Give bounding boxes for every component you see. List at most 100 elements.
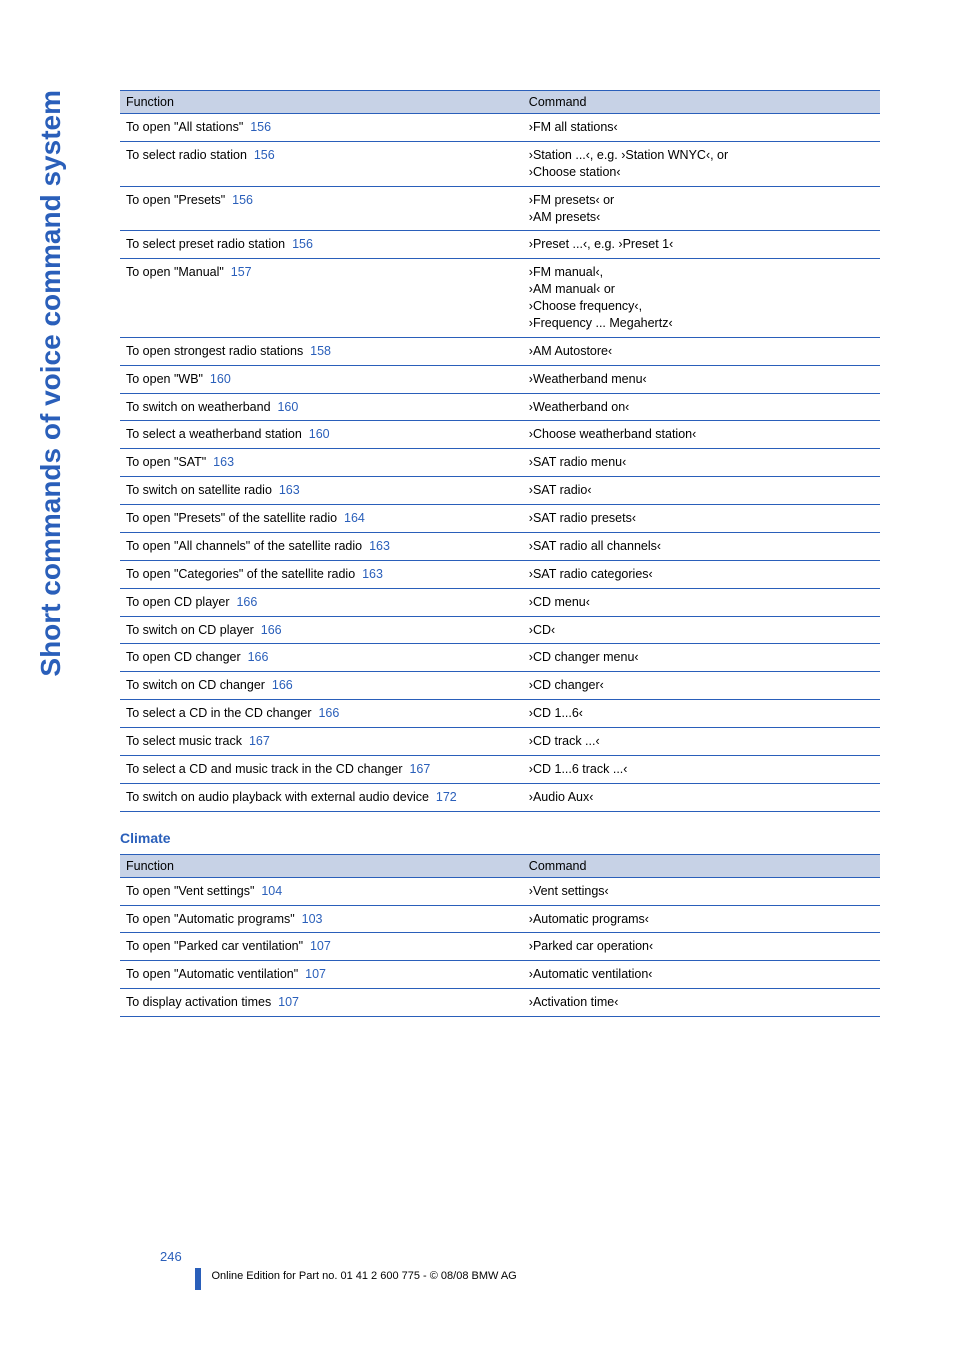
command-cell: ›CD 1...6 track ...‹ [523, 755, 880, 783]
command-cell: ›FM presets‹ or ›AM presets‹ [523, 186, 880, 231]
page-ref-link[interactable]: 103 [302, 912, 323, 926]
command-cell: ›CD‹ [523, 616, 880, 644]
function-cell: To select music track 167 [120, 728, 523, 756]
table-row: To open strongest radio stations 158›AM … [120, 337, 880, 365]
table-row: To switch on CD player 166›CD‹ [120, 616, 880, 644]
function-cell: To open CD player 166 [120, 588, 523, 616]
table-row: To open "Presets" 156›FM presets‹ or ›AM… [120, 186, 880, 231]
page-ref-link[interactable]: 166 [236, 595, 257, 609]
page-number: 246 [160, 1249, 880, 1264]
page-ref-link[interactable]: 156 [292, 237, 313, 251]
table-row: To open "Manual" 157›FM manual‹, ›AM man… [120, 259, 880, 338]
page-ref-link[interactable]: 166 [261, 623, 282, 637]
page-ref-link[interactable]: 167 [249, 734, 270, 748]
page-ref-link[interactable]: 160 [277, 400, 298, 414]
function-cell: To open "All channels" of the satellite … [120, 532, 523, 560]
command-cell: ›Preset ...‹, e.g. ›Preset 1‹ [523, 231, 880, 259]
command-cell: ›AM Autostore‹ [523, 337, 880, 365]
command-cell: ›CD changer menu‹ [523, 644, 880, 672]
table-row: To open CD changer 166›CD changer menu‹ [120, 644, 880, 672]
table-row: To switch on satellite radio 163›SAT rad… [120, 477, 880, 505]
command-cell: ›Activation time‹ [523, 989, 880, 1017]
table-row: To open "WB" 160›Weatherband menu‹ [120, 365, 880, 393]
page-ref-link[interactable]: 157 [231, 265, 252, 279]
table-row: To select radio station 156›Station ...‹… [120, 141, 880, 186]
command-cell: ›Parked car operation‹ [523, 933, 880, 961]
page-ref-link[interactable]: 163 [362, 567, 383, 581]
page-ref-link[interactable]: 156 [232, 193, 253, 207]
function-cell: To open "Categories" of the satellite ra… [120, 560, 523, 588]
function-cell: To open "Vent settings" 104 [120, 877, 523, 905]
page-ref-link[interactable]: 172 [436, 790, 457, 804]
function-cell: To open strongest radio stations 158 [120, 337, 523, 365]
table-row: To select a CD and music track in the CD… [120, 755, 880, 783]
command-cell: ›Automatic programs‹ [523, 905, 880, 933]
command-cell: ›CD menu‹ [523, 588, 880, 616]
table-row: To select a weatherband station 160›Choo… [120, 421, 880, 449]
command-cell: ›SAT radio all channels‹ [523, 532, 880, 560]
page-ref-link[interactable]: 156 [254, 148, 275, 162]
function-cell: To switch on audio playback with externa… [120, 783, 523, 811]
table-row: To switch on weatherband 160›Weatherband… [120, 393, 880, 421]
page-ref-link[interactable]: 104 [261, 884, 282, 898]
command-cell: ›Weatherband on‹ [523, 393, 880, 421]
main-content: Function Command To open "All stations" … [120, 90, 880, 1017]
function-cell: To open "Manual" 157 [120, 259, 523, 338]
page-ref-link[interactable]: 166 [318, 706, 339, 720]
table-row: To open CD player 166›CD menu‹ [120, 588, 880, 616]
command-cell: ›Weatherband menu‹ [523, 365, 880, 393]
function-cell: To select a weatherband station 160 [120, 421, 523, 449]
col-header-function: Function [120, 854, 523, 877]
function-cell: To open "All stations" 156 [120, 114, 523, 142]
page-footer: 246 Online Edition for Part no. 01 41 2 … [120, 1249, 880, 1290]
function-cell: To open "Automatic programs" 103 [120, 905, 523, 933]
section-heading-climate: Climate [120, 830, 880, 846]
command-cell: ›SAT radio presets‹ [523, 505, 880, 533]
function-cell: To open CD changer 166 [120, 644, 523, 672]
commands-table-1: Function Command To open "All stations" … [120, 90, 880, 812]
page-ref-link[interactable]: 107 [310, 939, 331, 953]
command-cell: ›Audio Aux‹ [523, 783, 880, 811]
page-ref-link[interactable]: 163 [213, 455, 234, 469]
function-cell: To select radio station 156 [120, 141, 523, 186]
table-row: To open "Presets" of the satellite radio… [120, 505, 880, 533]
table-row: To switch on CD changer 166›CD changer‹ [120, 672, 880, 700]
function-cell: To select a CD in the CD changer 166 [120, 700, 523, 728]
table-row: To open "Parked car ventilation" 107›Par… [120, 933, 880, 961]
command-cell: ›CD track ...‹ [523, 728, 880, 756]
command-cell: ›SAT radio‹ [523, 477, 880, 505]
page-ref-link[interactable]: 163 [279, 483, 300, 497]
table-row: To open "SAT" 163›SAT radio menu‹ [120, 449, 880, 477]
page-ref-link[interactable]: 166 [248, 650, 269, 664]
page-ref-link[interactable]: 167 [409, 762, 430, 776]
function-cell: To open "WB" 160 [120, 365, 523, 393]
table-row: To open "Automatic programs" 103›Automat… [120, 905, 880, 933]
table-row: To select a CD in the CD changer 166›CD … [120, 700, 880, 728]
function-cell: To switch on CD changer 166 [120, 672, 523, 700]
table-row: To open "Vent settings" 104›Vent setting… [120, 877, 880, 905]
command-cell: ›Choose weatherband station‹ [523, 421, 880, 449]
command-cell: ›CD changer‹ [523, 672, 880, 700]
command-cell: ›SAT radio menu‹ [523, 449, 880, 477]
function-cell: To switch on weatherband 160 [120, 393, 523, 421]
page-ref-link[interactable]: 107 [278, 995, 299, 1009]
function-cell: To switch on CD player 166 [120, 616, 523, 644]
page-ref-link[interactable]: 156 [250, 120, 271, 134]
page-ref-link[interactable]: 158 [310, 344, 331, 358]
command-cell: ›Vent settings‹ [523, 877, 880, 905]
table-row: To open "Automatic ventilation" 107›Auto… [120, 961, 880, 989]
table-header-row: Function Command [120, 854, 880, 877]
table-row: To display activation times 107›Activati… [120, 989, 880, 1017]
footer-note: Online Edition for Part no. 01 41 2 600 … [211, 1270, 516, 1282]
table-row: To select preset radio station 156›Prese… [120, 231, 880, 259]
col-header-command: Command [523, 854, 880, 877]
page-ref-link[interactable]: 107 [305, 967, 326, 981]
table-header-row: Function Command [120, 91, 880, 114]
page-ref-link[interactable]: 166 [272, 678, 293, 692]
page-ref-link[interactable]: 160 [210, 372, 231, 386]
page-ref-link[interactable]: 164 [344, 511, 365, 525]
page-ref-link[interactable]: 163 [369, 539, 390, 553]
table-row: To switch on audio playback with externa… [120, 783, 880, 811]
command-cell: ›FM manual‹, ›AM manual‹ or ›Choose freq… [523, 259, 880, 338]
page-ref-link[interactable]: 160 [309, 427, 330, 441]
